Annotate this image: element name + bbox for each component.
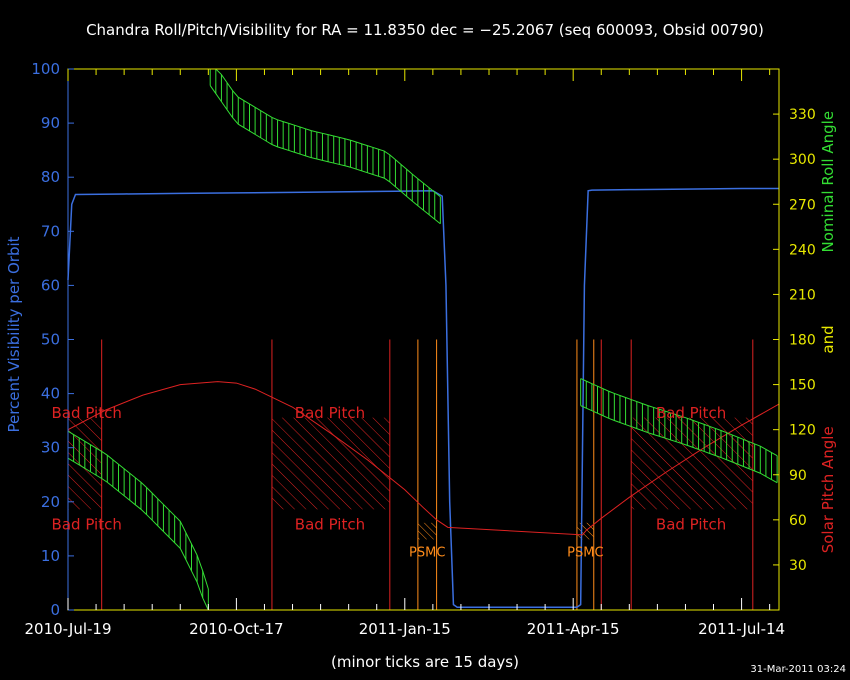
roll-angle-segment-0 bbox=[67, 430, 209, 611]
psmc-region-0 bbox=[417, 522, 437, 540]
x-tick-label: 2011-Jan-15 bbox=[359, 620, 451, 638]
right-tick-label: 60 bbox=[789, 513, 807, 529]
vertical-lines-layer bbox=[101, 339, 754, 610]
bad-pitch-label: Bad Pitch bbox=[295, 404, 365, 422]
left-tick-label: 30 bbox=[41, 439, 60, 457]
y-axis-label-and: and bbox=[819, 325, 837, 353]
right-tick-label: 150 bbox=[789, 378, 816, 394]
bad-pitch-label: Bad Pitch bbox=[656, 404, 726, 422]
right-tick-label: 270 bbox=[789, 197, 816, 213]
shading-layer bbox=[68, 417, 753, 540]
right-tick-label: 30 bbox=[789, 558, 807, 574]
chart-title: Chandra Roll/Pitch/Visibility for RA = 1… bbox=[86, 21, 764, 39]
roll-lower-envelope bbox=[209, 85, 441, 225]
left-tick-label: 50 bbox=[41, 331, 60, 349]
y-axis-label-roll: Nominal Roll Angle bbox=[819, 111, 837, 253]
roll-upper-envelope bbox=[580, 378, 778, 457]
left-tick-label: 20 bbox=[41, 493, 60, 511]
left-tick-label: 10 bbox=[41, 547, 60, 565]
left-tick-label: 40 bbox=[41, 385, 60, 403]
visibility-line bbox=[67, 187, 779, 609]
x-tick-label: 2011-Jul-14 bbox=[698, 620, 785, 638]
right-tick-label: 180 bbox=[789, 333, 816, 349]
right-tick-label: 210 bbox=[789, 287, 816, 303]
bad-pitch-label: Bad Pitch bbox=[656, 515, 726, 533]
roll-angle-segment-1 bbox=[209, 68, 441, 225]
series-layer bbox=[67, 68, 780, 611]
bad-pitch-label: Bad Pitch bbox=[52, 515, 122, 533]
pitch-line bbox=[67, 381, 780, 536]
roll-angle-segment-2 bbox=[580, 378, 778, 484]
left-tick-label: 100 bbox=[31, 60, 60, 78]
psmc-label: PSMC bbox=[409, 545, 445, 560]
right-tick-label: 240 bbox=[789, 242, 816, 258]
region-labels-layer: Bad Pitch Bad Pitch Bad Pitch Bad Pitch Bad … bbox=[52, 404, 727, 560]
right-tick-label: 120 bbox=[789, 423, 816, 439]
left-tick-label: 70 bbox=[41, 222, 60, 240]
x-axis-note: (minor ticks are 15 days) bbox=[331, 653, 519, 671]
bad-pitch-label: Bad Pitch bbox=[295, 515, 365, 533]
roll-lower-envelope bbox=[580, 405, 778, 484]
right-tick-label: 330 bbox=[789, 107, 816, 123]
x-tick-label: 2010-Jul-19 bbox=[24, 620, 111, 638]
roll-lower-envelope bbox=[67, 457, 209, 611]
bad-pitch-label: Bad Pitch bbox=[52, 404, 122, 422]
right-tick-label: 90 bbox=[789, 468, 807, 484]
left-tick-label: 90 bbox=[41, 114, 60, 132]
x-tick-label: 2011-Apr-15 bbox=[527, 620, 620, 638]
roll-upper-envelope bbox=[210, 68, 441, 198]
bad-pitch-region-2 bbox=[631, 417, 753, 510]
timestamp: 31-Mar-2011 03:24 bbox=[750, 664, 846, 675]
ticks-layer: 0 10 20 30 40 50 60 70 80 90 100 30 60 90 120 150 180 210… bbox=[24, 60, 815, 638]
left-tick-label: 0 bbox=[50, 601, 60, 619]
right-tick-label: 300 bbox=[789, 152, 816, 168]
y-axis-label-pitch: Solar Pitch Angle bbox=[819, 426, 837, 553]
left-tick-label: 80 bbox=[41, 168, 60, 186]
x-tick-label: 2010-Oct-17 bbox=[189, 620, 283, 638]
left-tick-label: 60 bbox=[41, 276, 60, 294]
roll-upper-envelope bbox=[67, 430, 209, 590]
psmc-label: PSMC bbox=[567, 545, 603, 560]
y-axis-label-left: Percent Visibility per Orbit bbox=[5, 236, 23, 432]
